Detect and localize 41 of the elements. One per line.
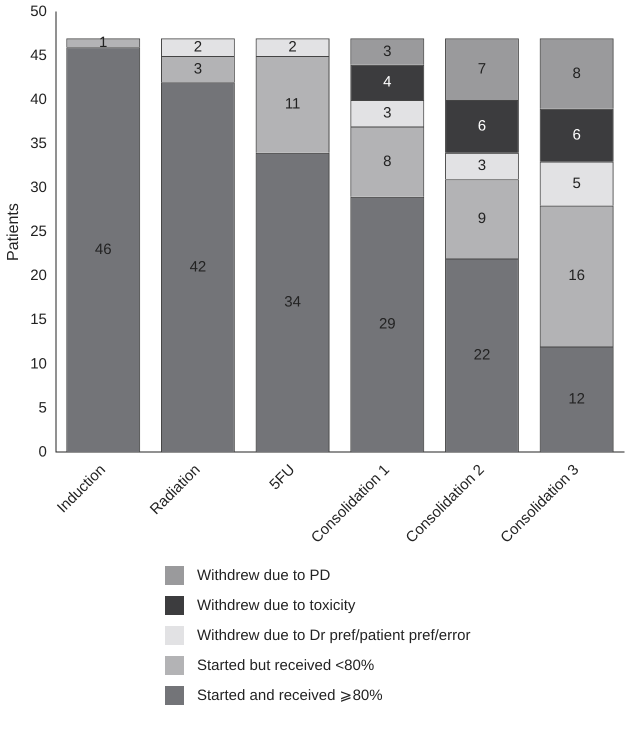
legend-label: Started and received ⩾80% (197, 686, 383, 704)
y-tick-label: 10 (30, 355, 47, 372)
data-label: 16 (568, 267, 585, 284)
y-tick-label: 40 (30, 91, 47, 108)
data-label: 5 (572, 174, 581, 192)
data-label: 4 (383, 74, 392, 91)
data-label: 7 (478, 60, 486, 78)
x-tick-label: 5FU (266, 461, 298, 494)
data-label: 42 (190, 258, 206, 276)
data-label: 9 (478, 210, 486, 228)
data-label: 11 (284, 96, 300, 113)
data-label: 2 (194, 38, 202, 56)
data-label: 8 (572, 64, 581, 82)
legend-label: Withdrew due to toxicity (197, 596, 356, 614)
data-label: 6 (478, 118, 486, 135)
data-label: 3 (194, 60, 202, 78)
legend-label: Withdrew due to Dr pref/patient pref/error (197, 626, 470, 644)
y-tick-label: 30 (30, 179, 47, 196)
y-tick-label: 0 (38, 443, 47, 460)
y-tick-label: 20 (30, 267, 47, 284)
y-tick-label: 25 (30, 223, 47, 240)
y-tick-label: 15 (30, 311, 47, 328)
y-tick-label: 5 (38, 399, 47, 416)
data-label: 3 (383, 104, 392, 122)
data-label: 46 (94, 240, 112, 258)
data-label: 29 (378, 316, 396, 333)
y-axis-title: Patients (5, 203, 22, 261)
legend-label: Started but received <80% (197, 656, 374, 674)
y-tick-label: 35 (30, 135, 47, 152)
data-label: 3 (478, 157, 486, 174)
data-label: 8 (383, 152, 392, 170)
data-label: 22 (474, 346, 490, 364)
y-tick-label: 50 (30, 3, 47, 20)
data-label: 3 (383, 42, 392, 60)
y-tick-label: 45 (30, 47, 47, 64)
data-label: 6 (572, 126, 581, 144)
data-label: 12 (568, 390, 585, 408)
legend-label: Withdrew due to PD (197, 566, 330, 584)
data-label: 1 (99, 34, 108, 51)
data-label: 2 (288, 38, 297, 56)
data-label: 34 (284, 294, 301, 311)
